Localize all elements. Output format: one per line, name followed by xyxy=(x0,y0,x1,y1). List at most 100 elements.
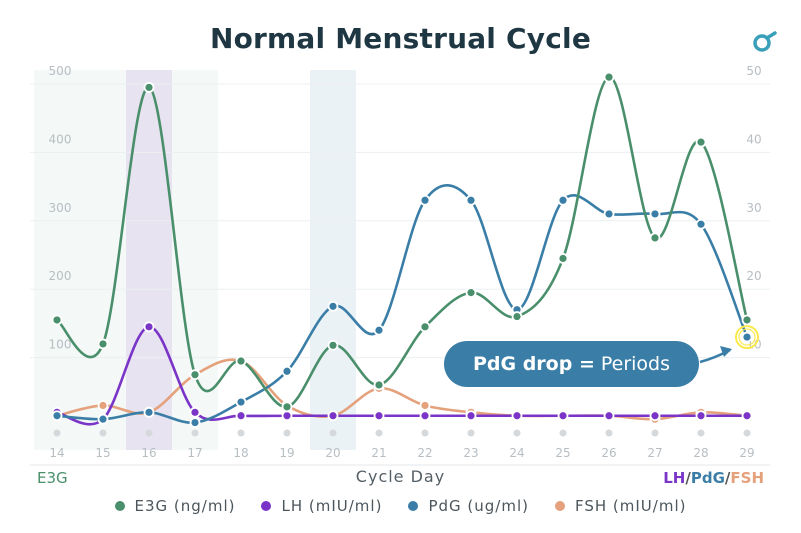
data-point-lh xyxy=(557,410,569,422)
legend-item-pdg: PdG (ug/ml) xyxy=(408,497,529,515)
data-point-pdg xyxy=(557,194,569,206)
baseline-dot xyxy=(559,429,567,437)
data-point-pdg xyxy=(373,324,385,336)
data-point-e3g xyxy=(189,369,201,381)
left-tick-label: 500 xyxy=(49,64,72,78)
right-tick-label: 20 xyxy=(746,269,761,283)
data-point-lh xyxy=(741,410,753,422)
baseline-dot xyxy=(237,429,245,437)
data-point-lh xyxy=(235,410,247,422)
left-tick-label: 400 xyxy=(49,132,72,146)
right-axis-lh: LH xyxy=(663,469,686,487)
legend-item-e3g: E3G (ng/ml) xyxy=(114,497,236,515)
data-point-pdg xyxy=(419,194,431,206)
baseline-dot xyxy=(375,429,383,437)
data-point-e3g xyxy=(327,339,339,351)
baseline-dot xyxy=(191,429,199,437)
x-tick-label: 19 xyxy=(279,446,294,460)
data-point-pdg xyxy=(235,396,247,408)
x-tick-label: 25 xyxy=(555,446,570,460)
x-tick-label: 29 xyxy=(739,446,754,460)
right-tick-label: 50 xyxy=(746,64,761,78)
right-tick-label: 30 xyxy=(746,201,761,215)
highlight-band-day-20 xyxy=(310,70,356,450)
legend-label-lh: LH (mIU/ml) xyxy=(281,497,383,515)
callout-bold-text: PdG drop = xyxy=(472,353,595,375)
data-point-fsh xyxy=(97,400,109,411)
baseline-dot xyxy=(605,429,613,437)
x-tick-label: 18 xyxy=(233,446,248,460)
data-point-fsh xyxy=(419,400,431,411)
baseline-dot xyxy=(697,429,705,437)
brand-logo-icon xyxy=(753,31,777,52)
legend-dot-lh xyxy=(261,501,272,511)
right-axis-fsh: FSH xyxy=(730,469,764,487)
legend-label-pdg: PdG (ug/ml) xyxy=(428,497,529,515)
x-tick-label: 14 xyxy=(49,446,64,460)
data-point-e3g xyxy=(695,136,707,148)
highlight-ring-icon xyxy=(735,325,759,350)
right-axis-pdg: PdG xyxy=(690,469,725,487)
baseline-dot xyxy=(283,429,291,437)
legend-dot-e3g xyxy=(114,501,125,511)
data-point-e3g xyxy=(51,314,63,326)
baseline-dot xyxy=(743,429,751,437)
data-point-pdg xyxy=(603,208,615,220)
x-tick-label: 15 xyxy=(95,446,110,460)
x-tick-label: 26 xyxy=(601,446,616,460)
x-tick-label: 24 xyxy=(509,446,524,460)
data-point-lh xyxy=(465,410,477,422)
legend-item-lh: LH (mIU/ml) xyxy=(261,497,382,515)
baseline-dot xyxy=(513,429,521,437)
data-point-pdg xyxy=(649,208,661,220)
fertile-window-band xyxy=(34,70,218,450)
chart-legend: E3G (ng/ml) LH (mIU/ml) PdG (ug/ml) FSH … xyxy=(0,497,801,515)
legend-label-e3g: E3G (ng/ml) xyxy=(134,497,236,515)
data-point-e3g xyxy=(649,232,661,244)
callout-arrow-head-icon xyxy=(720,346,732,357)
data-point-e3g xyxy=(373,379,385,391)
data-point-lh xyxy=(143,321,155,333)
legend-dot-fsh xyxy=(554,501,565,511)
data-point-pdg xyxy=(97,413,109,425)
x-tick-label: 16 xyxy=(141,446,156,460)
data-point-pdg xyxy=(465,194,477,206)
baseline-dot xyxy=(467,429,475,437)
series-line-lh xyxy=(56,325,747,426)
data-point-pdg xyxy=(281,365,293,377)
data-point-e3g xyxy=(465,287,477,299)
data-point-lh xyxy=(419,410,431,422)
data-point-pdg xyxy=(189,417,201,428)
callout-text: Periods xyxy=(600,353,671,375)
data-point-lh xyxy=(327,410,339,422)
right-axis-sep-2: / xyxy=(724,469,731,487)
data-point-lh xyxy=(649,410,661,422)
data-point-lh xyxy=(281,410,293,422)
left-tick-label: 200 xyxy=(49,269,72,283)
data-point-pdg xyxy=(327,300,339,312)
baseline-dot xyxy=(651,429,659,437)
data-point-pdg xyxy=(143,406,155,418)
data-point-e3g xyxy=(741,314,753,326)
x-tick-label: 23 xyxy=(463,446,478,460)
highlight-band-day-16 xyxy=(126,70,172,450)
data-point-e3g xyxy=(419,321,431,333)
left-tick-label: 100 xyxy=(49,338,72,352)
data-point-e3g xyxy=(603,71,615,83)
x-tick-label: 28 xyxy=(693,446,708,460)
baseline-dot xyxy=(145,429,153,437)
data-point-lh xyxy=(373,410,385,422)
legend-dot-pdg xyxy=(408,501,419,511)
x-tick-label: 20 xyxy=(325,446,340,460)
x-tick-label: 22 xyxy=(417,446,432,460)
legend-label-fsh: FSH (mIU/ml) xyxy=(574,497,687,515)
data-point-lh xyxy=(511,410,523,422)
series-line-fsh xyxy=(56,358,748,421)
baseline-dot xyxy=(421,429,429,437)
x-tick-label: 27 xyxy=(647,446,662,460)
data-point-lh xyxy=(695,410,707,422)
data-point-pdg xyxy=(741,331,753,343)
right-axis-name: LH/PdG/FSH xyxy=(663,469,764,487)
legend-item-fsh: FSH (mIU/ml) xyxy=(554,497,687,515)
